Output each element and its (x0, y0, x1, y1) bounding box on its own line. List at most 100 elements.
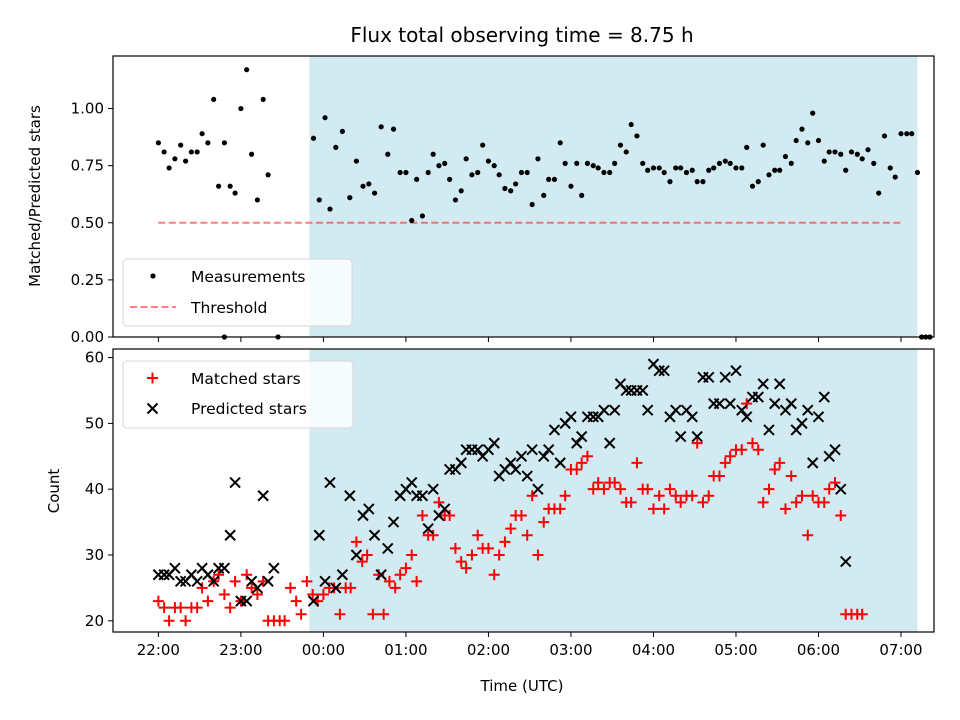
matched-star-marker (499, 536, 511, 548)
measurement-point (871, 160, 877, 166)
measurement-point (551, 176, 558, 182)
predicted-star-marker (488, 437, 500, 449)
matched-star-marker (196, 582, 208, 594)
matched-star-marker (400, 562, 412, 574)
measurement-point (562, 160, 568, 166)
matched-star-marker (697, 496, 709, 508)
predicted-star-marker (257, 490, 269, 502)
matched-star-marker (383, 575, 395, 587)
matched-star-marker (152, 595, 164, 607)
x-tick-label: 23:00 (219, 641, 262, 659)
measurement-point (205, 140, 211, 146)
predicted-star-marker (587, 411, 599, 423)
predicted-star-marker (608, 404, 621, 416)
measurement-point (452, 197, 459, 203)
matched-star-marker (521, 529, 533, 541)
chart-title: Flux total observing time = 8.75 h (350, 23, 693, 47)
predicted-star-marker (515, 450, 528, 462)
measurement-point (590, 163, 596, 169)
measurement-point (810, 110, 816, 116)
matched-star-marker (488, 569, 500, 581)
matched-star-marker (779, 503, 791, 515)
measurement-point (617, 142, 624, 148)
predicted-star-marker (526, 443, 538, 456)
predicted-star-marker (773, 378, 786, 390)
predicted-star-marker (840, 555, 852, 568)
top-x-ticks (157, 337, 902, 342)
matched-star-marker (592, 477, 604, 489)
measurement-point (722, 158, 728, 164)
measurement-point (892, 174, 898, 180)
predicted-star-marker (796, 417, 808, 430)
top-y-tick-label: 0.25 (71, 271, 104, 289)
predicted-star-marker (763, 424, 775, 436)
measurement-point (607, 169, 613, 176)
predicted-star-marker (604, 437, 616, 449)
predicted-star-marker (375, 569, 387, 581)
predicted-star-marker (521, 470, 533, 482)
matched-star-marker (752, 444, 764, 456)
predicted-star-marker (218, 562, 231, 574)
measurement-point (172, 156, 178, 162)
measurement-point (832, 149, 838, 155)
matched-star-marker (284, 582, 296, 594)
bottom-y-tick-label: 60 (85, 349, 104, 367)
predicted-star-marker (703, 371, 715, 384)
measurement-point (371, 190, 378, 196)
predicted-star-marker (438, 503, 451, 515)
matched-star-marker (449, 542, 461, 554)
matched-star-marker (790, 496, 802, 508)
matched-star-marker (757, 496, 769, 508)
measurement-point (414, 176, 420, 182)
matched-star-marker (526, 490, 538, 502)
measurement-point (155, 140, 161, 146)
predicted-star-marker (350, 549, 363, 561)
bottom-observing-window (309, 349, 918, 632)
measurement-point (706, 167, 712, 173)
predicted-star-marker (620, 384, 632, 397)
predicted-star-marker (319, 575, 331, 588)
predicted-star-marker (382, 542, 394, 555)
measurement-point (760, 142, 766, 148)
measurement-point (339, 128, 345, 134)
predicted-star-marker (802, 404, 814, 416)
matched-star-marker (290, 595, 302, 607)
matched-star-marker (411, 575, 423, 587)
measurement-point (898, 131, 904, 137)
measurement-point (529, 201, 535, 208)
matched-star-marker (631, 457, 643, 469)
measurement-point (766, 172, 772, 178)
measurement-point (793, 137, 799, 144)
top-y-ticks: 0.00 0.25 0.50 0.75 1.00 (71, 100, 113, 346)
measurement-point (595, 165, 601, 171)
matched-star-marker (741, 398, 753, 410)
measurement-point (716, 160, 723, 166)
matched-star-marker (356, 556, 368, 568)
top-y-axis-label: Matched/Predicted stars (26, 105, 44, 287)
measurement-point (508, 188, 514, 194)
matched-star-marker (482, 542, 494, 554)
matched-star-marker (406, 549, 418, 561)
measurement-point (645, 167, 651, 173)
measurement-point (469, 172, 475, 178)
legend-label-threshold: Threshold (190, 299, 267, 317)
matched-star-marker (576, 457, 588, 469)
measurement-point (623, 149, 629, 155)
measurement-point (601, 169, 607, 176)
matched-star-markers (152, 398, 868, 627)
predicted-star-marker (363, 503, 375, 515)
matched-star-marker (807, 490, 819, 502)
predicted-star-marker (471, 443, 484, 456)
matched-star-marker (769, 463, 781, 475)
predicted-star-marker (812, 411, 825, 423)
matched-star-marker (427, 529, 439, 541)
matched-star-marker (736, 444, 748, 456)
matched-star-marker (796, 490, 808, 502)
measurement-point (419, 213, 426, 219)
matched-star-marker (609, 477, 621, 489)
measurement-point (216, 183, 222, 189)
measurement-point (700, 179, 706, 185)
measurement-point (683, 169, 690, 176)
measurement-point (333, 144, 339, 150)
matched-star-marker (505, 523, 517, 535)
